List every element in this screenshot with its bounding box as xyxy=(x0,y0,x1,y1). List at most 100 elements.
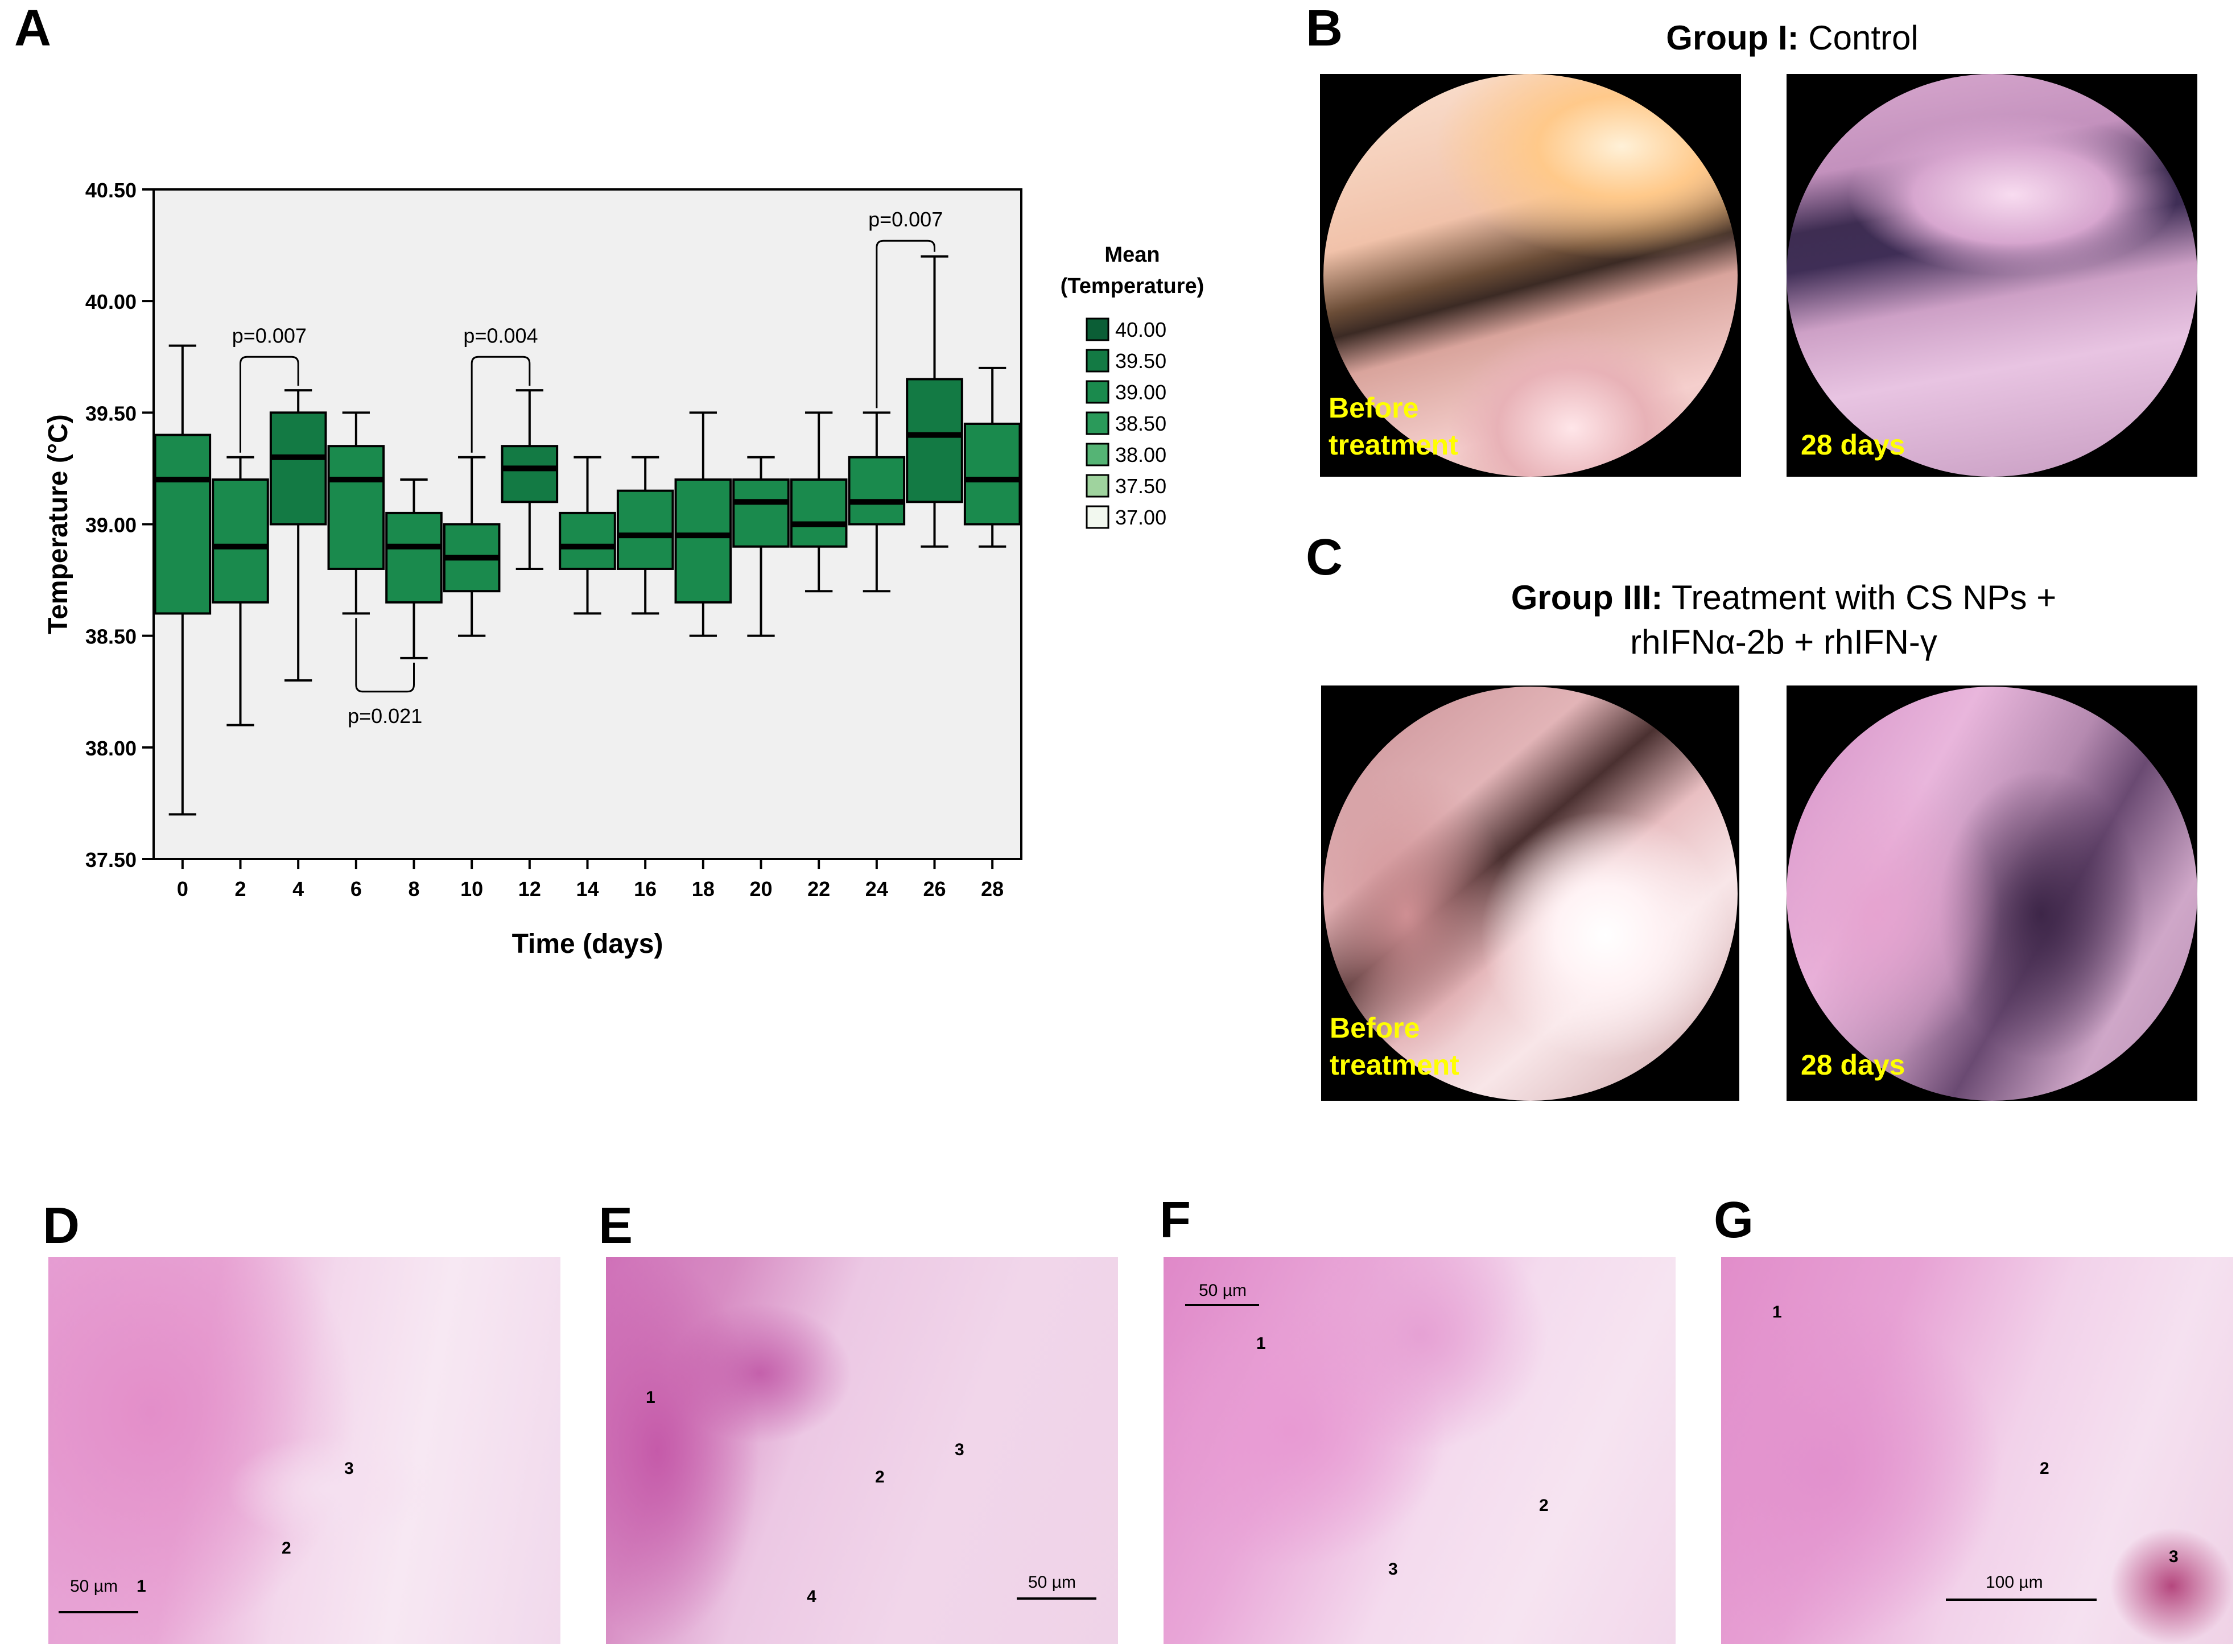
legend-label: 38.50 xyxy=(1115,412,1166,435)
panel-label-e: E xyxy=(599,1197,633,1254)
x-tick-label: 18 xyxy=(692,877,715,901)
histology-e: 1 2 3 4 50 µm xyxy=(606,1257,1118,1644)
histology-g: 1 2 3 100 µm xyxy=(1721,1257,2233,1644)
histology-f-marker-3: 3 xyxy=(1388,1560,1398,1579)
x-tick-label: 24 xyxy=(865,877,888,901)
histology-e-scale-bar xyxy=(1017,1597,1096,1600)
legend-swatch xyxy=(1086,411,1109,435)
histology-e-marker-4: 4 xyxy=(807,1587,816,1606)
box-day-20 xyxy=(732,478,790,548)
legend-swatch xyxy=(1086,380,1109,404)
control-before-line1: Before xyxy=(1329,392,1419,424)
y-tick-label: 38.00 xyxy=(85,737,137,760)
histology-f-scale-bar xyxy=(1185,1304,1259,1306)
x-tick-label: 12 xyxy=(518,877,541,901)
legend-title-line2: (Temperature) xyxy=(1061,274,1204,298)
box-day-28 xyxy=(963,422,1021,526)
x-tick-label: 4 xyxy=(292,877,304,901)
y-tick-label: 40.50 xyxy=(85,179,137,202)
box-day-18 xyxy=(674,478,732,604)
treatment-before-line2: treatment xyxy=(1330,1049,1459,1081)
box-day-8 xyxy=(385,511,443,604)
legend-label: 37.50 xyxy=(1115,474,1166,498)
box-day-16 xyxy=(616,489,674,570)
panel-label-a: A xyxy=(14,0,51,57)
histology-f-scale-label: 50 µm xyxy=(1199,1281,1247,1300)
group-iii-title: Group III: Treatment with CS NPs + rhIFN… xyxy=(1377,576,2191,664)
x-axis-title: Time (days) xyxy=(512,929,663,959)
y-tick-label: 37.50 xyxy=(85,848,137,872)
legend-swatch xyxy=(1086,349,1109,373)
histology-d-marker-3: 3 xyxy=(344,1459,354,1478)
endoscopy-control-before: Before treatment xyxy=(1320,74,1741,477)
histology-g-marker-2: 2 xyxy=(2040,1459,2049,1478)
x-tick-label: 2 xyxy=(234,877,246,901)
y-axis-title: Temperature (°C) xyxy=(43,414,73,634)
endoscopy-treatment-28-days: 28 days xyxy=(1787,685,2197,1101)
histology-d: 3 2 1 50 µm xyxy=(48,1257,560,1644)
significance-label: p=0.007 xyxy=(868,208,943,231)
panel-label-f: F xyxy=(1160,1192,1191,1249)
significance-bracket xyxy=(471,356,531,453)
legend-swatch xyxy=(1086,443,1109,466)
legend-swatch xyxy=(1086,505,1109,529)
histology-d-marker-1: 1 xyxy=(137,1577,146,1596)
histology-g-marker-1: 1 xyxy=(1772,1303,1782,1321)
box-day-26 xyxy=(906,378,963,503)
histology-g-scale-bar xyxy=(1946,1599,2097,1601)
box-day-2 xyxy=(212,478,269,604)
x-tick-label: 10 xyxy=(460,877,483,901)
x-tick-label: 16 xyxy=(634,877,657,901)
x-tick-label: 22 xyxy=(807,877,830,901)
significance-label: p=0.021 xyxy=(348,704,422,728)
endoscopy-control-28-days: 28 days xyxy=(1787,74,2197,477)
group-iii-title-bold: Group III: xyxy=(1511,579,1663,617)
x-tick-label: 6 xyxy=(350,877,362,901)
significance-bracket xyxy=(355,618,415,693)
legend-swatch xyxy=(1086,317,1109,341)
legend-label: 38.00 xyxy=(1115,443,1166,466)
box-day-24 xyxy=(848,456,906,526)
box-day-6 xyxy=(327,445,385,570)
treatment-before-line1: Before xyxy=(1330,1012,1420,1044)
x-tick-label: 28 xyxy=(981,877,1004,901)
legend-title-line1: Mean xyxy=(1104,243,1160,267)
legend-label: 39.00 xyxy=(1115,381,1166,404)
histology-f: 50 µm 1 2 3 xyxy=(1164,1257,1676,1644)
control-before-label: Before treatment xyxy=(1329,390,1458,464)
panel-label-c: C xyxy=(1306,529,1343,586)
group-i-title-bold: Group I: xyxy=(1666,19,1799,57)
x-tick-label: 14 xyxy=(576,877,599,901)
treatment-28-days-label: 28 days xyxy=(1801,1049,1905,1081)
histology-d-marker-2: 2 xyxy=(282,1539,291,1558)
histology-e-scale-label: 50 µm xyxy=(1028,1573,1076,1592)
histology-f-marker-2: 2 xyxy=(1539,1496,1549,1515)
significance-label: p=0.004 xyxy=(463,324,538,347)
control-28-days-label: 28 days xyxy=(1801,429,1905,461)
x-tick-label: 0 xyxy=(177,877,188,901)
box-day-4 xyxy=(269,411,327,526)
legend-swatch xyxy=(1086,474,1109,498)
box-day-0 xyxy=(154,433,212,615)
panel-label-g: G xyxy=(1714,1192,1754,1249)
y-tick-label: 39.50 xyxy=(85,402,137,425)
histology-d-scale-label: 50 µm xyxy=(70,1577,118,1596)
panel-label-b: B xyxy=(1306,0,1343,57)
histology-d-scale-bar xyxy=(59,1611,138,1613)
significance-bracket xyxy=(876,239,935,408)
treatment-before-label: Before treatment xyxy=(1330,1010,1459,1084)
legend-label: 37.00 xyxy=(1115,506,1166,529)
box-day-22 xyxy=(790,478,848,548)
box-day-12 xyxy=(501,445,559,503)
box-day-14 xyxy=(559,511,616,570)
histology-e-marker-3: 3 xyxy=(955,1440,964,1459)
group-i-title-rest: Control xyxy=(1798,19,1919,57)
y-tick-label: 38.50 xyxy=(85,625,137,649)
y-tick-label: 40.00 xyxy=(85,290,137,313)
endoscopy-treatment-before: Before treatment xyxy=(1321,685,1739,1101)
significance-bracket xyxy=(240,356,299,453)
histology-g-scale-label: 100 µm xyxy=(1986,1573,2043,1592)
histology-e-marker-1: 1 xyxy=(646,1388,655,1407)
significance-label: p=0.007 xyxy=(232,324,307,347)
